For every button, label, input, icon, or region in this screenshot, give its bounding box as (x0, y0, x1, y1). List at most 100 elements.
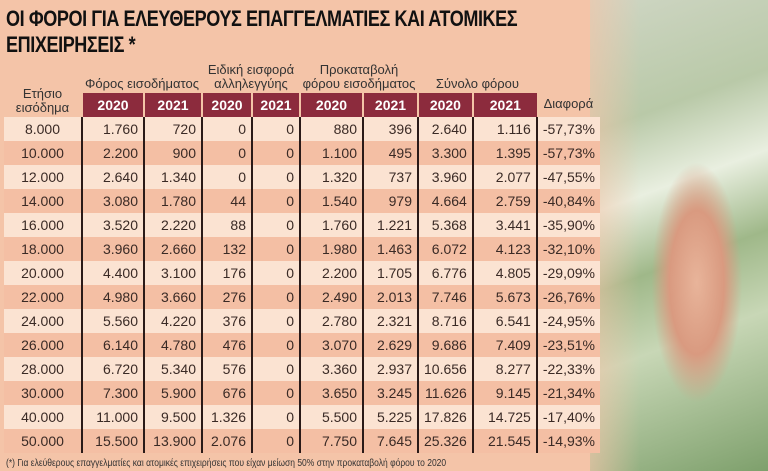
tax-table: Ετήσιο εισόδημα Φόρος εισοδήματος Ειδική… (4, 28, 600, 453)
table-cell: 1.395 (471, 141, 537, 165)
table-row: 10.000 2.200 900 0 0 1.100 495 3.300 1.395 -57,73… (4, 141, 600, 165)
table-cell: 0 (251, 165, 300, 189)
table-cell: -17,40% (535, 405, 600, 429)
table-cell: 276 (201, 285, 252, 309)
table-cell: 9.500 (143, 405, 202, 429)
table-cell: 3.360 (299, 357, 363, 381)
table-cell: 0 (251, 333, 300, 357)
table-row: 14.000 3.080 1.780 44 0 1.540 979 4.664 2.759 -40… (4, 189, 600, 213)
table-row: 20.000 4.400 3.100 176 0 2.200 1.705 6.776 4.805… (4, 261, 600, 285)
table-cell: 2.937 (362, 357, 418, 381)
table-cell: -24,95% (535, 309, 600, 333)
header-prepayment: Προκαταβολή φόρου εισοδήματος (302, 62, 416, 91)
table-row: 26.000 6.140 4.780 476 0 3.070 2.629 9.686 7.409… (4, 333, 600, 357)
header-total: Σύνολο φόρου (435, 76, 519, 91)
table-cell: 7.300 (81, 381, 144, 405)
table-cell: 3.960 (81, 237, 144, 261)
table-cell: 1.100 (299, 141, 363, 165)
table-cell: 30.000 (4, 381, 82, 405)
year-2020: 2020 (299, 93, 363, 117)
table-row: 18.000 3.960 2.660 132 0 1.980 1.463 6.072 4.123… (4, 237, 600, 261)
table-cell: 0 (251, 261, 300, 285)
table-cell: 3.070 (299, 333, 363, 357)
table-cell: 495 (362, 141, 418, 165)
table-cell: -57,73% (535, 117, 600, 141)
table-cell: 1.326 (201, 405, 252, 429)
table-cell: 8.277 (471, 357, 537, 381)
table-cell: 5.340 (143, 357, 202, 381)
table-cell: 0 (251, 117, 300, 141)
table-cell: 5.673 (471, 285, 537, 309)
table-cell: 0 (251, 357, 300, 381)
table-row: 22.000 4.980 3.660 276 0 2.490 2.013 7.746 5.673… (4, 285, 600, 309)
table-cell: 0 (251, 213, 300, 237)
table-cell: 1.463 (362, 237, 418, 261)
header-solidarity: Ειδική εισφορά αλληλεγγύης (207, 62, 295, 91)
table-cell: 376 (201, 309, 252, 333)
table-cell: 2.759 (471, 189, 537, 213)
table-cell: 720 (143, 117, 202, 141)
table-cell: 6.776 (417, 261, 473, 285)
table-cell: 5.500 (299, 405, 363, 429)
table-cell: 2.629 (362, 333, 418, 357)
table-cell: 0 (251, 309, 300, 333)
table-cell: -35,90% (535, 213, 600, 237)
table-cell: -57,73% (535, 141, 600, 165)
table-cell: 1.980 (299, 237, 363, 261)
table-cell: 3.650 (299, 381, 363, 405)
table-cell: 11.626 (417, 381, 473, 405)
table-cell: 396 (362, 117, 418, 141)
table-cell: 13.900 (143, 429, 202, 453)
header-income-tax: Φόρος εισοδήματος (85, 76, 199, 91)
table-cell: 8.000 (4, 117, 82, 141)
table-cell: 0 (251, 141, 300, 165)
table-cell: 2.077 (471, 165, 537, 189)
table-cell: 1.760 (299, 213, 363, 237)
table-cell: 26.000 (4, 333, 82, 357)
table-cell: 6.541 (471, 309, 537, 333)
table-cell: 1.116 (471, 117, 537, 141)
table-cell: -22,33% (535, 357, 600, 381)
table-cell: 2.640 (417, 117, 473, 141)
table-cell: 40.000 (4, 405, 82, 429)
table-cell: 6.072 (417, 237, 473, 261)
table-cell: 0 (201, 165, 252, 189)
table-cell: -26,76% (535, 285, 600, 309)
table-cell: 2.640 (81, 165, 144, 189)
table-cell: 17.826 (417, 405, 473, 429)
table-cell: 3.520 (81, 213, 144, 237)
table-cell: 2.076 (201, 429, 252, 453)
table-cell: 24.000 (4, 309, 82, 333)
table-cell: 14.725 (471, 405, 537, 429)
table-cell: 3.245 (362, 381, 418, 405)
year-2021: 2021 (362, 93, 418, 117)
table-cell: 88 (201, 213, 252, 237)
table-cell: 4.805 (471, 261, 537, 285)
table-cell: 15.500 (81, 429, 144, 453)
table-cell: 10.000 (4, 141, 82, 165)
table-cell: 4.220 (143, 309, 202, 333)
year-2021: 2021 (143, 93, 202, 117)
table-cell: 9.145 (471, 381, 537, 405)
table-cell: 2.490 (299, 285, 363, 309)
table-cell: 1.340 (143, 165, 202, 189)
table-cell: 0 (251, 405, 300, 429)
table-cell: 0 (201, 117, 252, 141)
table-cell: 176 (201, 261, 252, 285)
table-cell: 900 (143, 141, 202, 165)
table-row: 28.000 6.720 5.340 576 0 3.360 2.937 10.656 8.27… (4, 357, 600, 381)
table-cell: 0 (251, 285, 300, 309)
table-cell: 1.705 (362, 261, 418, 285)
year-2020: 2020 (201, 93, 252, 117)
table-cell: 9.686 (417, 333, 473, 357)
table-cell: 0 (251, 237, 300, 261)
table-cell: 2.321 (362, 309, 418, 333)
table-cell: 576 (201, 357, 252, 381)
table-cell: 5.368 (417, 213, 473, 237)
table-row: 16.000 3.520 2.220 88 0 1.760 1.221 5.368 3.441-… (4, 213, 600, 237)
table-cell: 14.000 (4, 189, 82, 213)
table-cell: 20.000 (4, 261, 82, 285)
table-row: 24.000 5.560 4.220 376 0 2.780 2.321 8.716 6.541… (4, 309, 600, 333)
table-cell: 3.100 (143, 261, 202, 285)
table-row: 50.000 15.500 13.900 2.076 0 7.750 7.645 25.326… (4, 429, 600, 453)
